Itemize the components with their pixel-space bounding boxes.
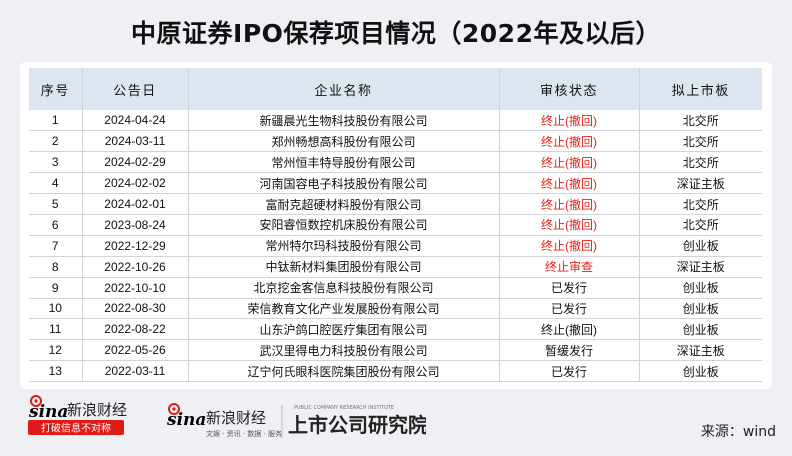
cell-board: 北交所 (638, 151, 762, 174)
ipo-table: 序号 公告日 企业名称 审核状态 拟上市板 1 2024-04-24 新疆晨光生物科… (29, 68, 762, 383)
table-row: 6 2023-08-24 安阳睿恒数控机床股份有限公司 终止(撤回) 北交所 (29, 214, 762, 236)
table-row: 13 2022-03-11 辽宁何氏眼科医院集团股份有限公司 已发行 创业板 (29, 360, 762, 383)
cell-no: 11 (29, 318, 82, 341)
sina-finance-name-2: 新浪财经 (206, 409, 266, 427)
cell-no: 8 (29, 256, 82, 278)
table-row: 1 2024-04-24 新疆晨光生物科技股份有限公司 终止(撤回) 北交所 (29, 110, 762, 132)
cell-date: 2022-03-11 (81, 360, 188, 383)
cell-date: 2022-05-26 (81, 339, 188, 362)
research-institute-logo: sina 新浪财经 文娱 · 资讯 · 数据 · 服务 PUBLIC COMPA… (166, 403, 426, 438)
cell-no: 10 (29, 298, 82, 320)
cell-board: 创业板 (638, 318, 762, 341)
cell-date: 2022-10-10 (81, 277, 188, 299)
table-row: 11 2022-08-22 山东沪鸽口腔医疗集团有限公司 终止(撤回) 创业板 (29, 318, 762, 341)
cell-status: 终止(撤回) (498, 193, 639, 215)
cell-board: 北交所 (638, 193, 762, 215)
sina-finance-logo: sina 新浪财经 打破信息不对称 (28, 395, 127, 435)
cell-board: 创业板 (638, 277, 762, 299)
cell-no: 2 (29, 130, 82, 153)
cell-status: 已发行 (498, 277, 639, 299)
cell-status: 终止(撤回) (498, 214, 639, 236)
cell-date: 2024-02-29 (81, 151, 188, 174)
header-date: 公告日 (81, 68, 188, 110)
cell-board: 深证主板 (638, 256, 762, 278)
cell-board: 北交所 (638, 130, 762, 153)
sina-finance-name: 新浪财经 (67, 401, 127, 419)
cell-status: 暂缓发行 (498, 339, 639, 362)
cell-company: 安阳睿恒数控机床股份有限公司 (187, 214, 499, 236)
source-note: 来源：wind (700, 424, 776, 440)
cell-company: 常州恒丰特导股份有限公司 (187, 151, 499, 174)
cell-status: 已发行 (498, 360, 639, 383)
cell-no: 12 (29, 339, 82, 362)
cell-board: 创业板 (638, 298, 762, 320)
cell-no: 1 (29, 110, 82, 132)
table-header-row: 序号 公告日 企业名称 审核状态 拟上市板 (29, 68, 762, 110)
cell-board: 北交所 (638, 110, 762, 132)
cell-board: 创业板 (638, 360, 762, 383)
cell-board: 北交所 (638, 214, 762, 236)
cell-company: 郑州畅想高科股份有限公司 (187, 130, 499, 153)
page-title: 中原证券IPO保荐项目情况（2022年及以后） (131, 19, 661, 48)
cell-company: 辽宁何氏眼科医院集团股份有限公司 (187, 360, 499, 383)
cell-status: 终止(撤回) (498, 110, 639, 132)
cell-board: 深证主板 (638, 339, 762, 362)
cell-date: 2022-10-26 (81, 256, 188, 278)
table-row: 9 2022-10-10 北京挖金客信息科技股份有限公司 已发行 创业板 (29, 277, 762, 299)
cell-status: 终止(撤回) (498, 318, 639, 341)
table-row: 5 2024-02-01 富耐克超硬材料股份有限公司 终止(撤回) 北交所 (29, 193, 762, 215)
cell-board: 创业板 (638, 235, 762, 257)
cell-date: 2023-08-24 (81, 214, 188, 236)
cell-board: 深证主板 (638, 172, 762, 195)
cell-company: 北京挖金客信息科技股份有限公司 (187, 277, 499, 299)
cell-no: 9 (29, 277, 82, 299)
cell-status: 终止(撤回) (498, 172, 639, 195)
table-row: 2 2024-03-11 郑州畅想高科股份有限公司 终止(撤回) 北交所 (29, 130, 762, 153)
cell-date: 2024-02-02 (81, 172, 188, 195)
table-row: 4 2024-02-02 河南国容电子科技股份有限公司 终止(撤回) 深证主板 (29, 172, 762, 195)
cell-company: 新疆晨光生物科技股份有限公司 (187, 110, 499, 132)
header-board: 拟上市板 (638, 68, 762, 110)
cell-company: 中钛新材料集团股份有限公司 (187, 256, 499, 278)
cell-date: 2022-08-22 (81, 318, 188, 341)
cell-status: 终止审查 (498, 256, 639, 278)
cell-company: 河南国容电子科技股份有限公司 (187, 172, 499, 195)
cell-status: 终止(撤回) (498, 235, 639, 257)
cell-company: 常州特尔玛科技股份有限公司 (187, 235, 499, 257)
cell-status: 已发行 (498, 298, 639, 320)
cell-no: 7 (29, 235, 82, 257)
sina-wordmark: sina (28, 402, 68, 422)
cell-no: 3 (29, 151, 82, 174)
cell-status: 终止(撤回) (498, 151, 639, 174)
institute-name: 上市公司研究院 (288, 413, 426, 437)
table-row: 12 2022-05-26 武汉里得电力科技股份有限公司 暂缓发行 深证主板 (29, 339, 762, 362)
sina-wordmark-2: sina (166, 410, 206, 430)
cell-no: 6 (29, 214, 82, 236)
institute-english: PUBLIC COMPANY RESEARCH INSTITUTE (294, 405, 394, 411)
table-row: 3 2024-02-29 常州恒丰特导股份有限公司 终止(撤回) 北交所 (29, 151, 762, 174)
header-no: 序号 (40, 83, 70, 99)
header-company: 企业名称 (187, 68, 499, 110)
cell-date: 2024-02-01 (81, 193, 188, 215)
cell-company: 荣信教育文化产业发展股份有限公司 (187, 298, 499, 320)
table-body: 1 2024-04-24 新疆晨光生物科技股份有限公司 终止(撤回) 北交所 2 2024-… (29, 110, 762, 383)
cell-date: 2024-04-24 (81, 110, 188, 132)
cell-no: 4 (29, 172, 82, 195)
header-status: 审核状态 (498, 68, 639, 110)
cell-status: 终止(撤回) (498, 130, 639, 153)
sina-tags: 文娱 · 资讯 · 数据 · 服务 (206, 429, 282, 438)
cell-no: 5 (29, 193, 82, 215)
table-row: 7 2022-12-29 常州特尔玛科技股份有限公司 终止(撤回) 创业板 (29, 235, 762, 257)
cell-date: 2022-12-29 (81, 235, 188, 257)
cell-company: 武汉里得电力科技股份有限公司 (187, 339, 499, 362)
cell-date: 2022-08-30 (81, 298, 188, 320)
table-row: 8 2022-10-26 中钛新材料集团股份有限公司 终止审查 深证主板 (29, 256, 762, 278)
cell-no: 13 (29, 360, 82, 383)
sina-slogan: 打破信息不对称 (41, 422, 111, 435)
cell-date: 2024-03-11 (81, 130, 188, 153)
cell-company: 富耐克超硬材料股份有限公司 (187, 193, 499, 215)
table-row: 10 2022-08-30 荣信教育文化产业发展股份有限公司 已发行 创业板 (29, 298, 762, 320)
cell-company: 山东沪鸽口腔医疗集团有限公司 (187, 318, 499, 341)
